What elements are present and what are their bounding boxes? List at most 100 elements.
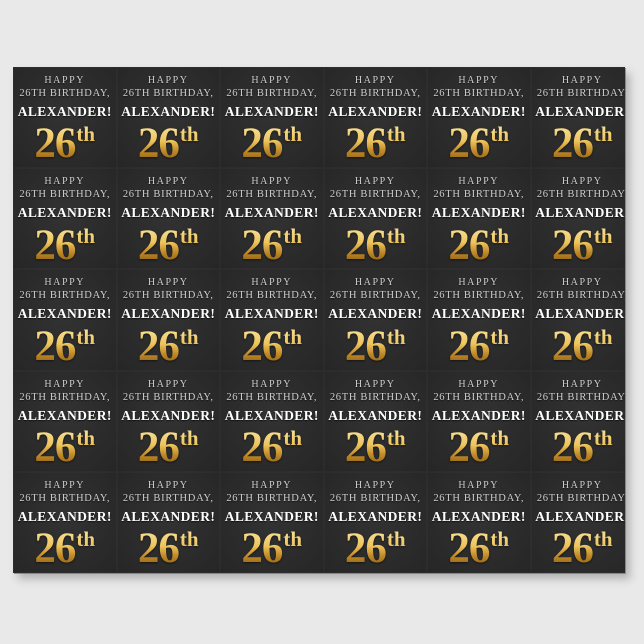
gold-ordinal-number: 26 th [552,530,613,568]
ordinal-number-digits: 26 [241,120,283,168]
ordinal-number-suffix: th [283,324,303,349]
happy-text: HAPPY [251,176,293,188]
ordinal-number-digits: 26 [551,120,593,168]
birthday-text: 26TH BIRTHDAY, [536,88,625,99]
ordinal-number-digits: 26 [448,120,490,168]
ordinal-number-digits: 26 [241,322,283,370]
name-text: ALEXANDER! [431,306,526,322]
birthday-text: 26TH BIRTHDAY, [536,189,625,201]
birthday-text: 26TH BIRTHDAY, [19,391,111,403]
name-text: ALEXANDER! [224,205,319,221]
ordinal-number-digits: 26 [448,221,490,269]
name-text: ALEXANDER! [17,205,112,221]
gold-ordinal-number: 26 th [34,429,95,467]
ordinal-number-suffix: th [593,223,613,248]
birthday-text: 26TH BIRTHDAY, [19,88,111,99]
gold-ordinal-number: 26 th [138,530,199,568]
ordinal-number-suffix: th [76,324,96,349]
birthday-text: 26TH BIRTHDAY, [122,189,214,201]
happy-text: HAPPY [354,378,396,390]
happy-text: HAPPY [251,75,293,86]
ordinal-number-suffix: th [179,425,199,450]
ordinal-number-digits: 26 [448,423,490,471]
pattern-grid: HAPPY 26TH BIRTHDAY, ALEXANDER! 26 th HA… [13,67,625,573]
name-text: ALEXANDER! [431,205,526,221]
happy-text: HAPPY [44,75,86,86]
ordinal-number-suffix: th [76,122,96,147]
pattern-cell: HAPPY 26TH BIRTHDAY, ALEXANDER! 26 th [427,269,531,371]
happy-text: HAPPY [44,277,86,289]
pattern-cell: HAPPY 26TH BIRTHDAY, ALEXANDER! 26 th [427,370,531,472]
gold-ordinal-number: 26 th [241,328,302,366]
birthday-text: 26TH BIRTHDAY, [433,492,525,504]
happy-text: HAPPY [458,479,500,491]
name-text: ALEXANDER! [224,508,319,524]
pattern-cell: HAPPY 26TH BIRTHDAY, ALEXANDER! 26 th [323,168,427,270]
gold-ordinal-number: 26 th [241,530,302,568]
ordinal-number-digits: 26 [137,120,179,168]
name-text: ALEXANDER! [328,508,423,524]
ordinal-number-digits: 26 [344,525,386,573]
gold-ordinal-number: 26 th [241,227,302,265]
ordinal-number-digits: 26 [241,525,283,573]
happy-text: HAPPY [561,176,603,188]
ordinal-number-digits: 26 [344,322,386,370]
name-text: ALEXANDER! [535,205,625,221]
ordinal-number-suffix: th [490,324,510,349]
ordinal-number-suffix: th [283,425,303,450]
happy-text: HAPPY [44,378,86,390]
happy-text: HAPPY [458,277,500,289]
gold-ordinal-number: 26 th [448,227,509,265]
pattern-cell: HAPPY 26TH BIRTHDAY, ALEXANDER! 26 th [323,67,427,169]
happy-text: HAPPY [44,176,86,188]
ordinal-number-digits: 26 [137,525,179,573]
pattern-cell: HAPPY 26TH BIRTHDAY, ALEXANDER! 26 th [530,370,625,472]
ordinal-number-digits: 26 [34,423,76,471]
ordinal-number-suffix: th [593,324,613,349]
name-text: ALEXANDER! [17,508,112,524]
ordinal-number-digits: 26 [137,423,179,471]
birthday-text: 26TH BIRTHDAY, [226,492,318,504]
ordinal-number-suffix: th [283,122,303,147]
birthday-text: 26TH BIRTHDAY, [329,391,421,403]
pattern-cell: HAPPY 26TH BIRTHDAY, ALEXANDER! 26 th [13,370,117,472]
gold-ordinal-number: 26 th [448,530,509,568]
name-text: ALEXANDER! [121,306,216,322]
ordinal-number-suffix: th [593,527,613,552]
birthday-text: 26TH BIRTHDAY, [329,290,421,302]
birthday-text: 26TH BIRTHDAY, [433,88,525,99]
birthday-text: 26TH BIRTHDAY, [122,290,214,302]
gold-ordinal-number: 26 th [552,227,613,265]
birthday-text: 26TH BIRTHDAY, [536,391,625,403]
ordinal-number-suffix: th [283,527,303,552]
birthday-text: 26TH BIRTHDAY, [226,189,318,201]
ordinal-number-suffix: th [490,223,510,248]
ordinal-number-digits: 26 [344,221,386,269]
ordinal-number-digits: 26 [34,525,76,573]
pattern-cell: HAPPY 26TH BIRTHDAY, ALEXANDER! 26 th [116,168,220,270]
happy-text: HAPPY [44,479,86,491]
pattern-cell: HAPPY 26TH BIRTHDAY, ALEXANDER! 26 th [116,471,220,573]
gold-ordinal-number: 26 th [552,429,613,467]
ordinal-number-suffix: th [593,122,613,147]
name-text: ALEXANDER! [121,104,216,119]
name-text: ALEXANDER! [121,407,216,423]
ordinal-number-suffix: th [386,122,406,147]
birthday-text: 26TH BIRTHDAY, [122,391,214,403]
name-text: ALEXANDER! [328,306,423,322]
pattern-cell: HAPPY 26TH BIRTHDAY, ALEXANDER! 26 th [220,269,324,371]
ordinal-number-digits: 26 [551,322,593,370]
happy-text: HAPPY [354,176,396,188]
birthday-text: 26TH BIRTHDAY, [19,492,111,504]
ordinal-number-suffix: th [490,122,510,147]
happy-text: HAPPY [561,378,603,390]
birthday-text: 26TH BIRTHDAY, [433,391,525,403]
pattern-cell: HAPPY 26TH BIRTHDAY, ALEXANDER! 26 th [220,370,324,472]
ordinal-number-suffix: th [179,527,199,552]
name-text: ALEXANDER! [17,306,112,322]
ordinal-number-suffix: th [283,223,303,248]
gold-ordinal-number: 26 th [138,227,199,265]
ordinal-number-digits: 26 [448,322,490,370]
name-text: ALEXANDER! [328,407,423,423]
gold-ordinal-number: 26 th [345,227,406,265]
